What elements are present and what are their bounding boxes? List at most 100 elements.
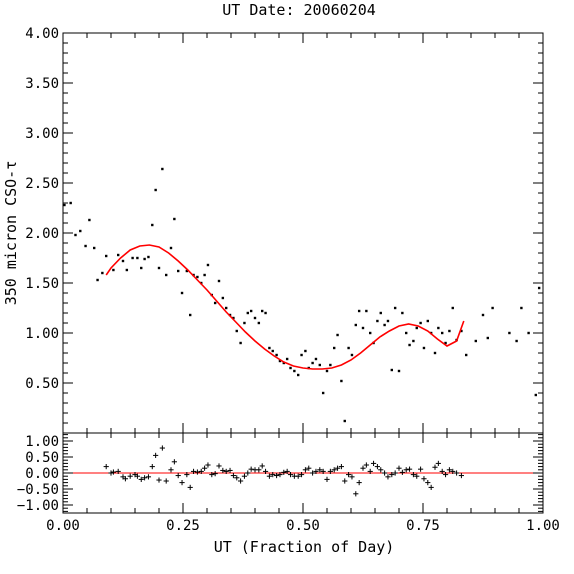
main-data-points (63, 167, 541, 423)
data-point (520, 306, 523, 310)
x-tick-label: 0.25 (166, 518, 200, 534)
data-point (376, 319, 379, 323)
residual-point (356, 480, 362, 486)
residual-point (184, 472, 190, 478)
data-point (69, 201, 72, 205)
y-axis-label: 350 micron CSO-τ (2, 161, 20, 306)
residual-point (134, 473, 140, 479)
residual-point (385, 474, 391, 480)
residual-point (442, 472, 449, 478)
residual-point (281, 469, 287, 475)
residual-point (168, 467, 174, 473)
data-point (239, 341, 242, 345)
data-point (243, 321, 246, 325)
residual-point (274, 472, 280, 479)
data-point (125, 268, 129, 272)
residual-point (220, 467, 226, 474)
data-point (383, 323, 386, 327)
data-point (261, 309, 264, 313)
data-point (537, 286, 541, 290)
residual-point (256, 467, 262, 473)
residual-point (277, 472, 283, 478)
residual-point (450, 468, 456, 474)
residual-point (227, 467, 233, 474)
data-point (140, 266, 143, 270)
data-point (161, 167, 164, 171)
data-point (196, 275, 199, 279)
residual-point (287, 472, 294, 478)
data-point (365, 309, 368, 313)
data-point (289, 366, 292, 370)
data-point (232, 316, 235, 320)
residual-y-tick-label: −0.50 (17, 482, 59, 498)
data-point (117, 253, 120, 257)
data-point (264, 311, 267, 315)
data-point (491, 306, 494, 310)
data-point (143, 257, 146, 261)
data-point (311, 361, 314, 365)
residual-point (346, 472, 352, 478)
residual-point (370, 460, 377, 466)
data-point (433, 351, 437, 355)
residual-point (421, 476, 427, 482)
data-point (253, 316, 257, 320)
residual-point (363, 462, 369, 468)
data-point (147, 255, 150, 259)
data-point (105, 254, 108, 258)
residual-point (367, 468, 373, 474)
residual-point (108, 470, 114, 476)
data-point (249, 309, 253, 313)
residual-point (266, 473, 272, 479)
residual-y-tick-label: 0.00 (25, 466, 59, 482)
data-point (401, 311, 404, 315)
residual-data-points (103, 445, 464, 497)
data-point (257, 321, 261, 325)
data-point (369, 331, 372, 335)
residual-point (414, 473, 420, 479)
residual-axes: 0.00 0.25 0.50 0.75 1.001.000.500.00−0.50−1.… (17, 433, 560, 534)
residual-point (310, 470, 316, 476)
data-point (203, 273, 206, 277)
residual-point (127, 473, 133, 479)
residual-point (392, 470, 398, 476)
data-point (151, 223, 154, 227)
data-point (527, 331, 530, 335)
data-point (451, 306, 454, 310)
residual-point (230, 472, 236, 479)
data-point (185, 269, 189, 273)
residual-point (163, 478, 169, 484)
data-point (275, 353, 278, 357)
data-point (314, 357, 318, 361)
data-point (169, 246, 173, 250)
residual-point (353, 491, 359, 497)
residual-point (194, 469, 200, 475)
residual-point (179, 480, 185, 486)
data-point (465, 353, 468, 357)
residual-point (410, 472, 416, 478)
residual-point (248, 466, 254, 472)
data-point (486, 336, 489, 340)
residual-point (425, 480, 431, 486)
data-point (343, 419, 346, 423)
data-point (282, 361, 285, 365)
data-point (318, 363, 321, 367)
residual-point (234, 475, 240, 481)
main-axes: 0.50 1.00 1.50 2.00 2.50 3.00 3.50 4.00 (25, 26, 544, 434)
data-point (93, 246, 96, 250)
residual-point (103, 464, 109, 470)
residual-point (349, 474, 355, 480)
residual-point (110, 469, 116, 475)
data-point (329, 363, 332, 367)
residual-point (320, 468, 326, 474)
data-point (180, 291, 184, 295)
data-point (422, 346, 426, 350)
chart-title: UT Date: 20060204 (222, 1, 376, 19)
residual-point (403, 467, 409, 473)
data-point (405, 331, 408, 335)
residual-point (378, 467, 384, 473)
data-point (300, 353, 303, 357)
residual-point (428, 484, 434, 490)
data-point (217, 279, 221, 283)
data-point (379, 311, 382, 315)
residual-point (382, 470, 388, 476)
